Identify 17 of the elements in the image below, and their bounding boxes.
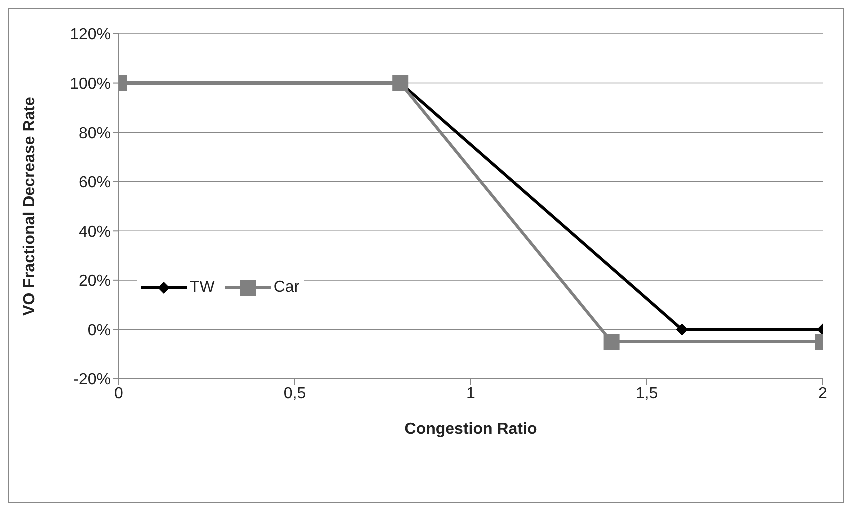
y-tick-label: 40% [78, 224, 111, 241]
y-tick-label: 0% [88, 322, 111, 340]
x-axis-title: Congestion Ratio [404, 421, 538, 438]
y-tick-label: 100% [70, 76, 111, 93]
y-axis-title: VO Fractional Decrease Rate [22, 97, 39, 316]
legend-label: TW [189, 279, 215, 297]
y-tick-label: 80% [78, 125, 111, 142]
y-tick-label: 60% [78, 174, 111, 192]
legend-label: Car [272, 279, 300, 297]
y-tick-label: 120% [70, 26, 111, 44]
x-tick-label: 1,5 [636, 385, 658, 402]
y-tick-label: 20% [78, 273, 111, 290]
x-tick-label: 1 [466, 385, 476, 402]
x-tick-label: 0 [114, 385, 124, 402]
x-tick-label: 0,5 [284, 385, 306, 402]
x-tick-label: 2 [818, 385, 828, 402]
y-tick-label: -20% [74, 372, 111, 389]
